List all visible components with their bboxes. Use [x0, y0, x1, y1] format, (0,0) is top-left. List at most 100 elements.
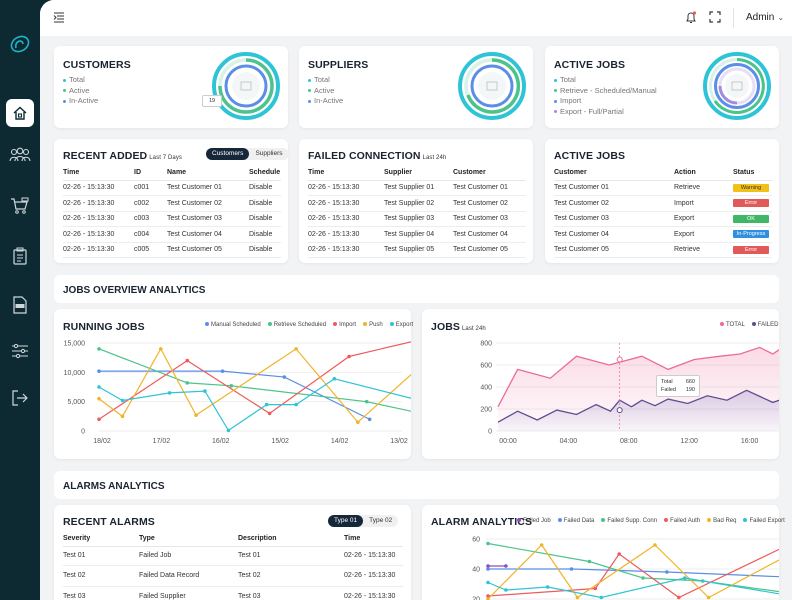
legend-item: Active: [308, 86, 343, 97]
sidebar-item-settings[interactable]: [6, 337, 34, 365]
jobs-heading: JOBS: [431, 321, 460, 333]
sidebar-item-home[interactable]: [6, 99, 34, 127]
toggle-type-02[interactable]: Type 02: [369, 517, 393, 524]
legend-manual-scheduled: Manual Scheduled: [205, 322, 261, 328]
table-row[interactable]: Test 01 Failed Job Test 01 02-26 - 15:13:30: [63, 546, 403, 566]
y-tick-label: 10,000: [64, 370, 86, 377]
cell: Test Supplier 03: [384, 211, 453, 227]
table-row[interactable]: Test Customer 03 Export OK: [554, 211, 772, 227]
cell: Test Customer 03: [554, 211, 674, 227]
legend-retrieve-scheduled: Retrieve Scheduled: [268, 322, 326, 328]
cell: Test 01: [238, 546, 344, 566]
tooltip-label-failed: Failed: [661, 387, 676, 393]
table-row[interactable]: Test Customer 02 Import Error: [554, 195, 772, 212]
col-header: Customer: [453, 166, 526, 181]
failed-connection-card: FAILED CONNECTION Last 24h Time Supplier Cu…: [299, 139, 533, 263]
recent-added-toggle: Customers Suppliers: [206, 148, 289, 160]
cell: Disable: [249, 211, 281, 227]
data-point: [185, 381, 190, 385]
suppliers-title: SUPPLIERS: [308, 59, 369, 71]
col-header: Time: [63, 166, 134, 181]
table-row[interactable]: 02-26 - 15:13:30 c001 Test Customer 01 Disa…: [63, 180, 281, 196]
legend-failed: FAILED: [752, 322, 779, 328]
table-row[interactable]: 02-26 - 15:13:30 c002 Test Customer 02 Disa…: [63, 195, 281, 212]
data-point: [593, 586, 598, 591]
logout-icon: [12, 390, 28, 406]
sidebar: [0, 0, 40, 600]
sidebar-item-logout[interactable]: [6, 384, 34, 412]
table-row[interactable]: Test 02 Failed Data Record Test 02 02-26 - …: [63, 565, 403, 587]
customers-donut-tooltip: 19: [202, 95, 222, 107]
notification-bell-icon[interactable]: [685, 11, 697, 24]
table-row[interactable]: Test 03 Failed Supplier Test 03 02-26 - 15:…: [63, 586, 403, 600]
log-file-icon: [13, 296, 27, 314]
toggle-type-01[interactable]: Type 01: [328, 515, 364, 527]
cell: Test Customer 04: [453, 226, 526, 243]
col-header: Schedule: [249, 166, 281, 181]
table-row[interactable]: 02-26 - 15:13:30 Test Supplier 01 Test Cus…: [308, 180, 526, 196]
x-tick-label: 18/02: [93, 438, 111, 445]
data-point: [617, 552, 621, 556]
data-point: [364, 399, 369, 404]
suppliers-legend: Total Active In-Active: [308, 75, 343, 107]
table-row[interactable]: 02-26 - 15:13:30 Test Supplier 03 Test Cus…: [308, 211, 526, 227]
table-row[interactable]: 02-26 - 15:13:30 c005 Test Customer 05 Disa…: [63, 242, 281, 258]
table-row[interactable]: 02-26 - 15:13:30 Test Supplier 04 Test Cus…: [308, 226, 526, 243]
y-tick-label: 200: [480, 407, 492, 414]
status-badge: Error: [733, 199, 769, 208]
cell: Failed Data Record: [139, 565, 238, 587]
active-jobs-table-card: ACTIVE JOBS Customer Action Status Test Cu…: [545, 139, 779, 263]
tooltip-value-total: 660: [685, 379, 695, 385]
sidebar-item-jobs[interactable]: [6, 242, 34, 270]
fullscreen-icon[interactable]: [709, 11, 721, 23]
cell: 02-26 - 15:13:30: [308, 226, 384, 243]
cell: Test Customer 03: [453, 211, 526, 227]
col-header: Status: [733, 166, 772, 181]
cell: Test Customer 01: [453, 180, 526, 196]
user-menu[interactable]: Admin ⌄: [746, 12, 784, 23]
legend-item: In-Active: [308, 96, 343, 107]
recent-alarms-title: RECENT ALARMS: [63, 516, 155, 528]
cell: 02-26 - 15:13:30: [308, 242, 384, 258]
x-tick-label: 00:00: [499, 438, 517, 445]
active-jobs-donut-chart: [703, 52, 771, 120]
sidebar-item-suppliers[interactable]: [6, 192, 34, 220]
table-row[interactable]: 02-26 - 15:13:30 Test Supplier 05 Test Cus…: [308, 242, 526, 258]
table-row[interactable]: 02-26 - 15:13:30 Test Supplier 02 Test Cus…: [308, 195, 526, 212]
legend-push: Push: [363, 322, 383, 328]
cell: Test 01: [63, 546, 139, 566]
menu-toggle-icon[interactable]: [53, 11, 65, 23]
col-header: Time: [344, 532, 403, 547]
data-point: [486, 580, 490, 585]
cell: Disable: [249, 226, 281, 243]
cell: 02-26 - 15:13:30: [308, 211, 384, 227]
cell: Test Supplier 04: [384, 226, 453, 243]
recent-added-card: RECENT ADDED Last 7 Days Customers Suppli…: [54, 139, 289, 263]
recent-alarms-table: Severity Type Description Time Test 01 Faile…: [63, 532, 403, 600]
table-row[interactable]: Test Customer 01 Retrieve Warning: [554, 180, 772, 196]
cell: Disable: [249, 180, 281, 196]
series-line: [487, 544, 779, 600]
legend-item: Total: [63, 75, 98, 86]
toggle-suppliers[interactable]: Suppliers: [255, 150, 283, 157]
hover-point: [616, 407, 623, 414]
table-row[interactable]: 02-26 - 15:13:30 c004 Test Customer 04 Disa…: [63, 226, 281, 243]
data-point: [120, 398, 125, 403]
failed-connection-table: Time Supplier Customer 02-26 - 15:13:30 Tes…: [308, 166, 526, 258]
table-row[interactable]: Test Customer 04 Export In-Progress: [554, 226, 772, 243]
table-row[interactable]: Test Customer 05 Retrieve Error: [554, 242, 772, 258]
data-point: [539, 543, 544, 547]
alarms-analytics-section-header: ALARMS ANALYTICS: [54, 471, 779, 499]
sidebar-item-users[interactable]: [6, 141, 34, 169]
y-tick-label: 0: [81, 429, 85, 436]
recent-alarms-card: RECENT ALARMS Type 01 Type 02 Severity Ty…: [54, 505, 411, 600]
recent-added-subtitle: Last 7 Days: [149, 155, 183, 161]
suppliers-card: SUPPLIERS Total Active In-Active: [299, 46, 533, 128]
cell: Test Customer 04: [554, 226, 674, 243]
data-point: [587, 559, 592, 564]
table-row[interactable]: 02-26 - 15:13:30 c003 Test Customer 03 Disa…: [63, 211, 281, 227]
toggle-customers[interactable]: Customers: [206, 148, 250, 160]
sidebar-item-logs[interactable]: [6, 291, 34, 319]
cell: Test Supplier 01: [384, 180, 453, 196]
status-badge: Warning: [733, 183, 769, 192]
